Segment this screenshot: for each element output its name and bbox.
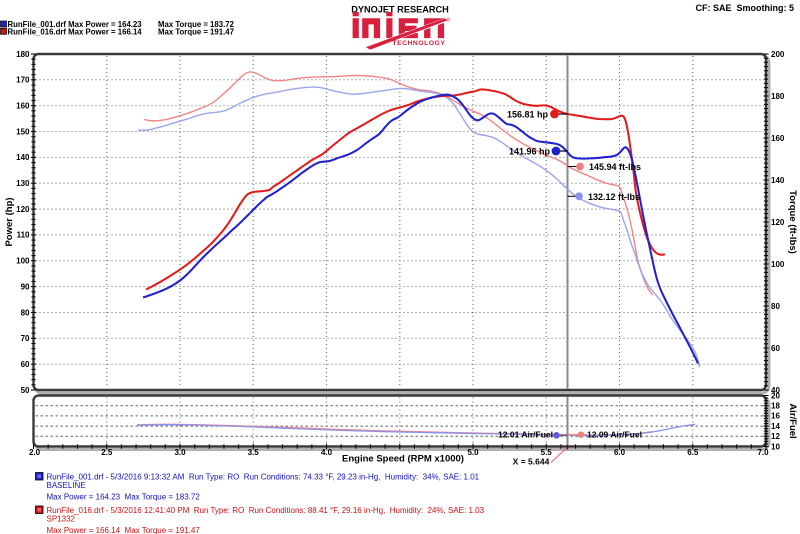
svg-text:5.5: 5.5 (541, 448, 553, 457)
svg-text:X = 5.644: X = 5.644 (513, 457, 550, 467)
svg-text:12: 12 (771, 432, 780, 441)
svg-text:Max Torque = 183.72: Max Torque = 183.72 (158, 20, 235, 29)
svg-text:RunFile_016.drf - 5/3/2016 12:: RunFile_016.drf - 5/3/2016 12:41:40 PM R… (47, 506, 485, 515)
svg-text:12.01 Air/Fuel: 12.01 Air/Fuel (498, 430, 553, 440)
svg-text:16: 16 (771, 412, 780, 421)
svg-text:80: 80 (21, 308, 30, 317)
svg-text:180: 180 (771, 92, 785, 101)
svg-text:®: ® (446, 17, 450, 24)
svg-text:90: 90 (21, 282, 30, 291)
svg-text:20: 20 (771, 391, 780, 400)
svg-text:80: 80 (771, 302, 780, 311)
svg-text:120: 120 (771, 218, 785, 227)
svg-text:Engine Speed (RPM x1000): Engine Speed (RPM x1000) (342, 454, 464, 465)
svg-text:120: 120 (16, 205, 30, 214)
svg-text:60: 60 (21, 360, 30, 369)
svg-text:RunFile_001.drf Max Power = 16: RunFile_001.drf Max Power = 164.23 (8, 20, 143, 29)
svg-text:60: 60 (771, 344, 780, 353)
svg-text:10: 10 (771, 442, 780, 451)
svg-text:200: 200 (771, 50, 785, 59)
svg-text:2.5: 2.5 (101, 448, 113, 457)
svg-text:132.12 ft-lbs: 132.12 ft-lbs (588, 192, 640, 202)
svg-text:RunFile_016.drf Max Power = 16: RunFile_016.drf Max Power = 166.14 (8, 28, 143, 37)
svg-text:Air/Fuel: Air/Fuel (787, 403, 798, 438)
svg-text:100: 100 (16, 257, 30, 266)
svg-text:2.0: 2.0 (29, 448, 41, 457)
svg-text:141.96 hp: 141.96 hp (509, 147, 551, 157)
svg-text:Max Power = 166.14 Max Torque: Max Power = 166.14 Max Torque = 191.47 (47, 526, 201, 534)
svg-text:160: 160 (16, 102, 30, 111)
svg-text:12.09 Air/Fuel: 12.09 Air/Fuel (587, 430, 642, 440)
svg-text:CF: SAE Smoothing: 5: CF: SAE Smoothing: 5 (696, 3, 795, 13)
svg-text:5.0: 5.0 (467, 448, 479, 457)
svg-text:BASELINE: BASELINE (47, 481, 86, 490)
svg-text:150: 150 (16, 127, 30, 136)
svg-text:6.0: 6.0 (614, 448, 626, 457)
svg-text:130: 130 (16, 179, 30, 188)
svg-text:SP1332: SP1332 (47, 515, 76, 524)
svg-text:18: 18 (771, 402, 780, 411)
svg-text:3.0: 3.0 (174, 448, 186, 457)
svg-text:160: 160 (771, 134, 785, 143)
svg-text:DYNOJET RESEARCH: DYNOJET RESEARCH (351, 5, 449, 15)
svg-text:110: 110 (17, 231, 30, 240)
svg-text:100: 100 (771, 260, 785, 269)
svg-text:140: 140 (771, 176, 785, 185)
svg-text:140: 140 (16, 153, 30, 162)
svg-text:50: 50 (21, 386, 30, 395)
svg-text:70: 70 (21, 334, 30, 343)
svg-text:40: 40 (771, 386, 780, 395)
svg-text:180: 180 (16, 50, 30, 59)
svg-text:RunFile_001.drf - 5/3/2016 9:1: RunFile_001.drf - 5/3/2016 9:13:32 AM Ru… (47, 473, 480, 482)
svg-text:Torque (ft-lbs): Torque (ft-lbs) (787, 190, 798, 254)
svg-text:4.0: 4.0 (321, 448, 333, 457)
svg-text:7.0: 7.0 (757, 448, 769, 457)
svg-text:Max Power = 164.23 Max Torque: Max Power = 164.23 Max Torque = 183.72 (47, 493, 201, 502)
svg-text:145.94 ft-lbs: 145.94 ft-lbs (589, 162, 641, 172)
svg-text:170: 170 (16, 76, 30, 85)
svg-text:156.81 hp: 156.81 hp (507, 110, 549, 120)
svg-text:Max Torque = 191.47: Max Torque = 191.47 (158, 28, 234, 37)
svg-text:TECHNOLOGY: TECHNOLOGY (392, 40, 445, 47)
svg-text:14: 14 (771, 422, 780, 431)
svg-text:6.5: 6.5 (687, 448, 699, 457)
svg-text:3.5: 3.5 (248, 448, 260, 457)
svg-text:Power (hp): Power (hp) (4, 197, 15, 246)
